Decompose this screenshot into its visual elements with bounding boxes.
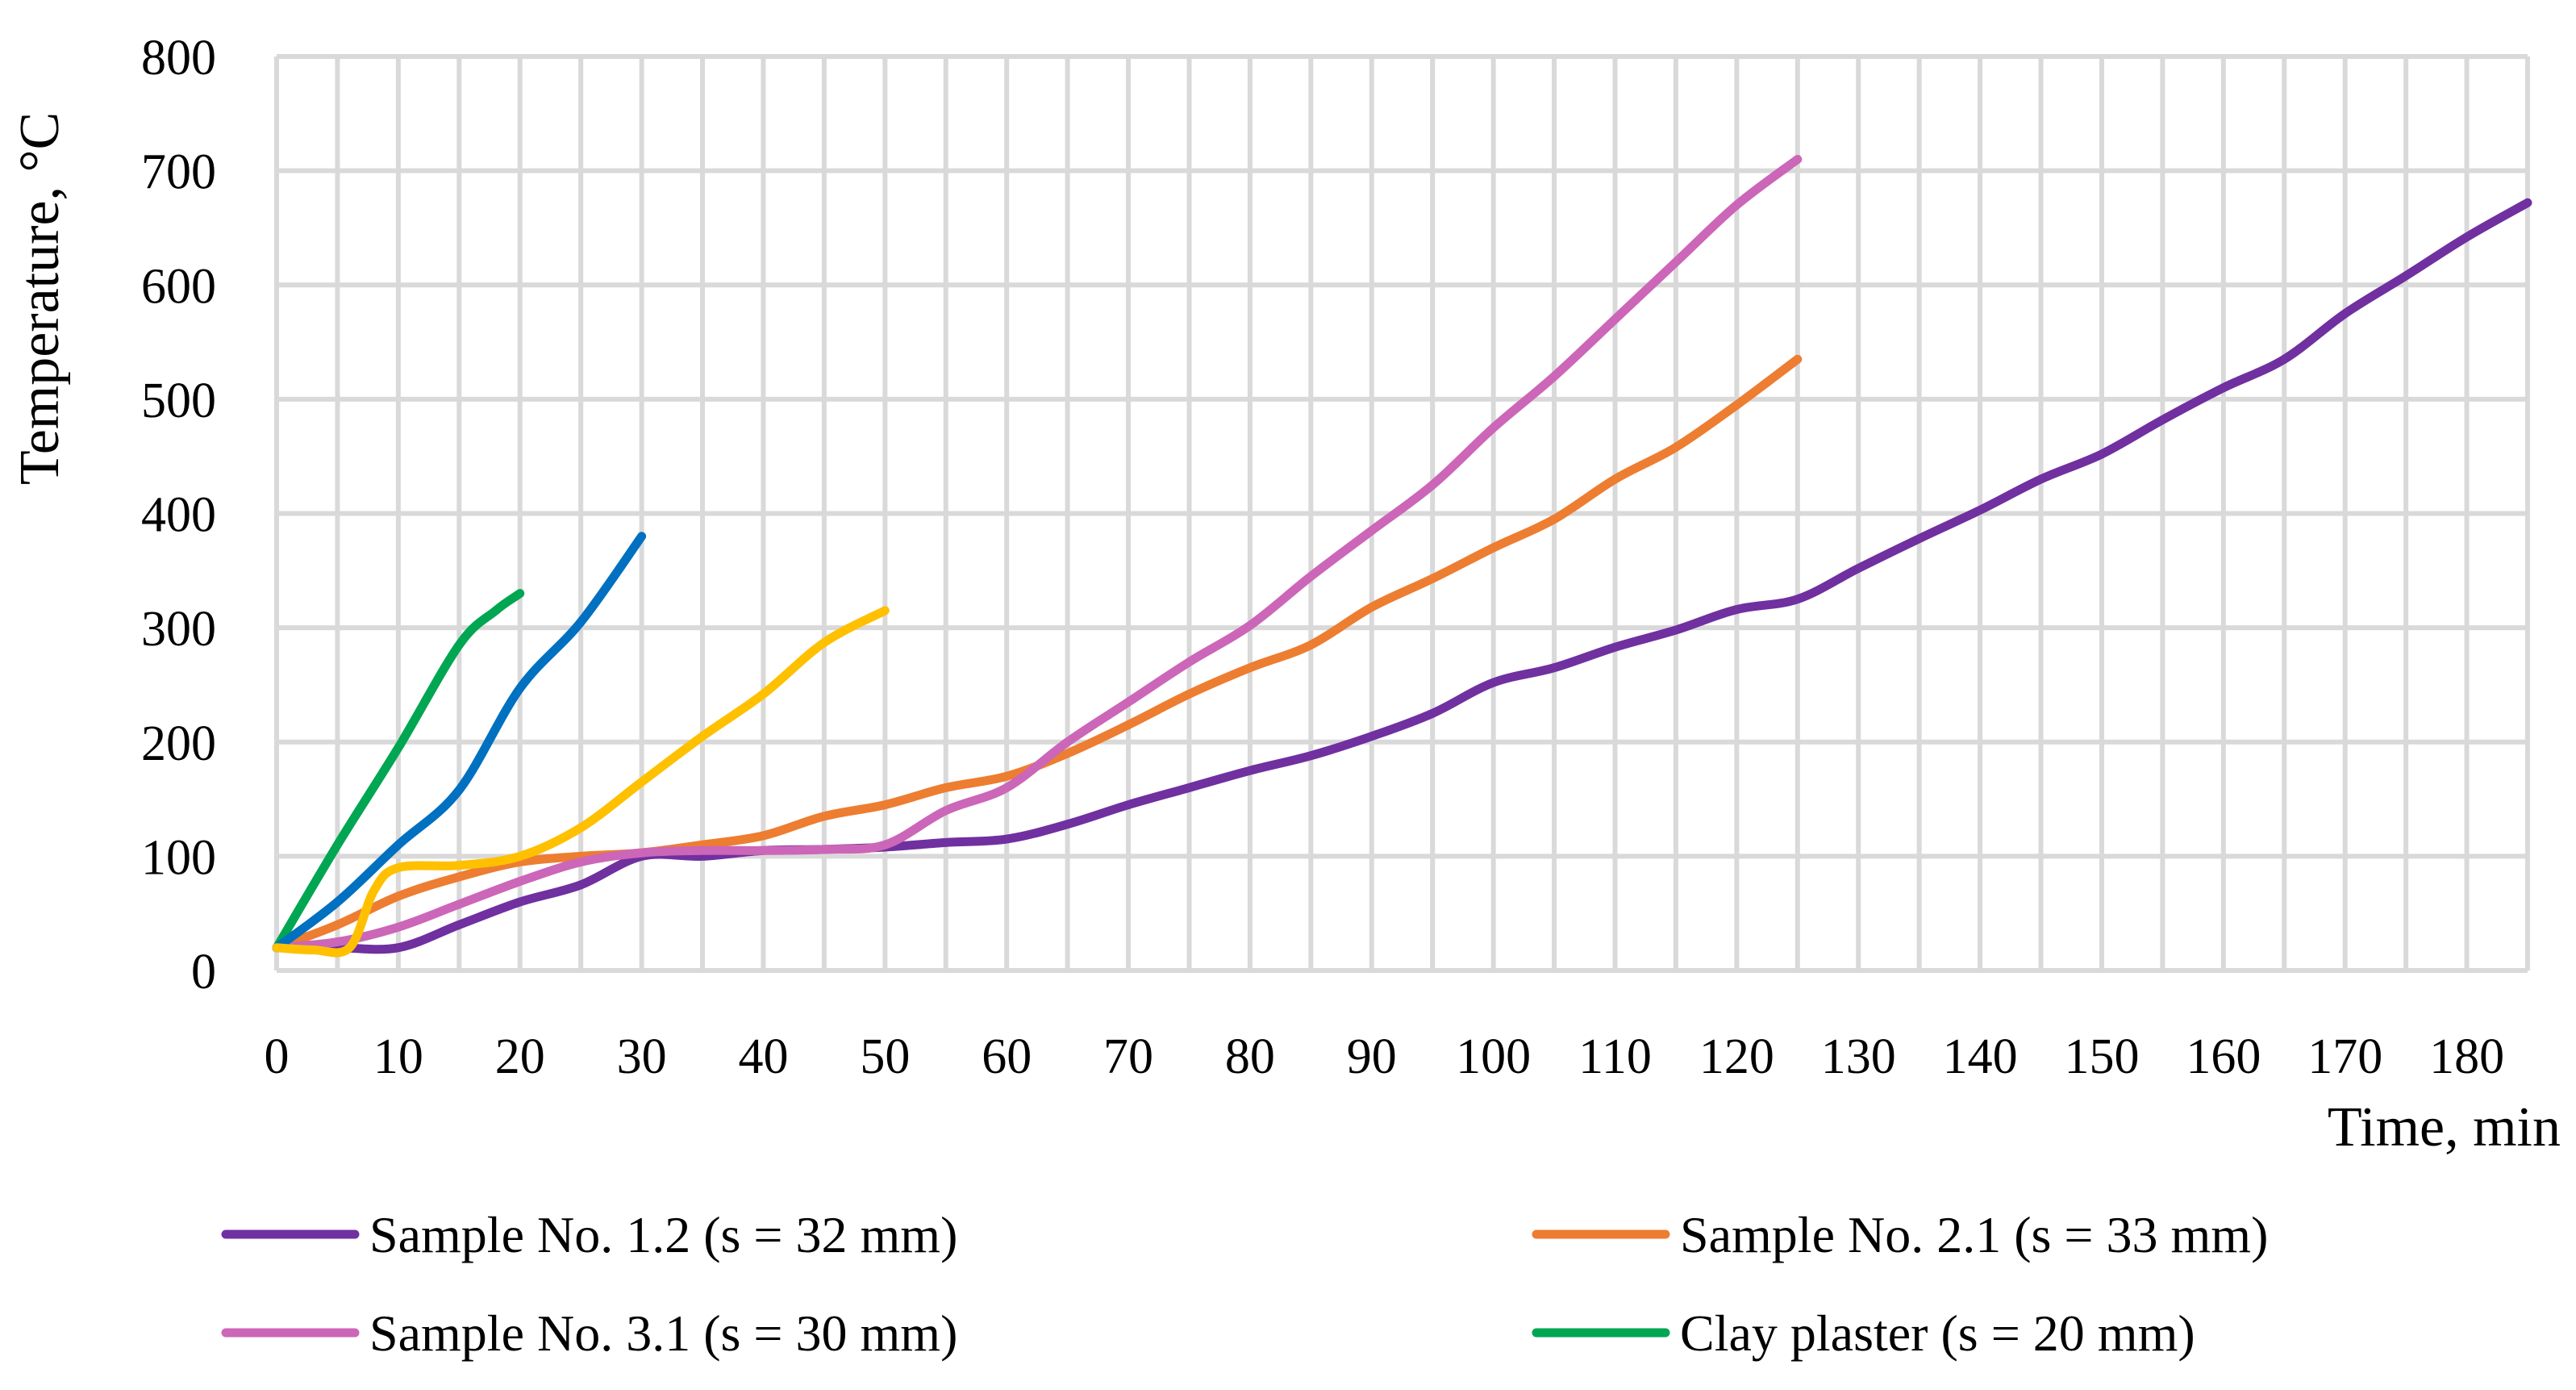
x-tick-label: 20 bbox=[495, 1029, 545, 1084]
x-tick-label: 110 bbox=[1578, 1029, 1652, 1084]
x-tick-label: 70 bbox=[1103, 1029, 1153, 1084]
y-axis-title: Temperature, °C bbox=[9, 112, 71, 485]
series-line-4 bbox=[272, 532, 647, 953]
legend-label: Sample No. 1.2 (s = 32 mm) bbox=[369, 1206, 957, 1263]
legend-label: Sample No. 2.1 (s = 33 mm) bbox=[1680, 1206, 2268, 1263]
legend-label: Sample No. 3.1 (s = 30 mm) bbox=[369, 1304, 957, 1362]
series-line-1 bbox=[272, 354, 1803, 953]
x-tick-label: 130 bbox=[1821, 1029, 1896, 1084]
x-tick-label: 180 bbox=[2429, 1029, 2504, 1084]
x-tick-label: 40 bbox=[738, 1029, 788, 1084]
x-tick-label: 80 bbox=[1225, 1029, 1275, 1084]
series-line-2 bbox=[272, 155, 1803, 953]
y-tick-labels: 0 100 200 300 400 500 600 700 800 bbox=[141, 31, 216, 1000]
x-tick-labels: 0 10 20 30 40 50 60 70 80 90 100 110 120 130 140 150 160… bbox=[265, 1029, 2505, 1084]
y-tick-label: 500 bbox=[141, 374, 216, 428]
series-line-3 bbox=[272, 589, 525, 953]
y-tick-label: 700 bbox=[141, 145, 216, 200]
x-tick-label: 150 bbox=[2064, 1029, 2139, 1084]
x-tick-label: 120 bbox=[1699, 1029, 1774, 1084]
y-tick-label: 100 bbox=[141, 830, 216, 885]
legend: Sample No. 1.2 (s = 32 mm) Sample No. 2.1… bbox=[221, 1206, 2268, 1362]
x-tick-label: 0 bbox=[265, 1029, 290, 1084]
y-tick-label: 0 bbox=[191, 945, 216, 1000]
y-tick-label: 200 bbox=[141, 716, 216, 771]
y-tick-label: 600 bbox=[141, 259, 216, 314]
x-tick-label: 10 bbox=[373, 1029, 423, 1084]
x-axis-title: Time, min bbox=[2328, 1096, 2561, 1158]
legend-label: Clay plaster (s = 20 mm) bbox=[1680, 1304, 2195, 1362]
x-tick-label: 60 bbox=[982, 1029, 1032, 1084]
series-line-5 bbox=[272, 606, 890, 958]
y-tick-label: 800 bbox=[141, 31, 216, 86]
x-tick-label: 30 bbox=[617, 1029, 667, 1084]
x-tick-label: 160 bbox=[2186, 1029, 2261, 1084]
x-tick-label: 50 bbox=[860, 1029, 910, 1084]
x-tick-label: 100 bbox=[1456, 1029, 1531, 1084]
x-tick-label: 140 bbox=[1943, 1029, 2018, 1084]
x-tick-label: 170 bbox=[2307, 1029, 2382, 1084]
grid-lines bbox=[274, 54, 2530, 973]
y-tick-label: 400 bbox=[141, 488, 216, 543]
series-layer bbox=[272, 155, 2532, 958]
x-tick-label: 90 bbox=[1347, 1029, 1397, 1084]
y-tick-label: 300 bbox=[141, 602, 216, 657]
